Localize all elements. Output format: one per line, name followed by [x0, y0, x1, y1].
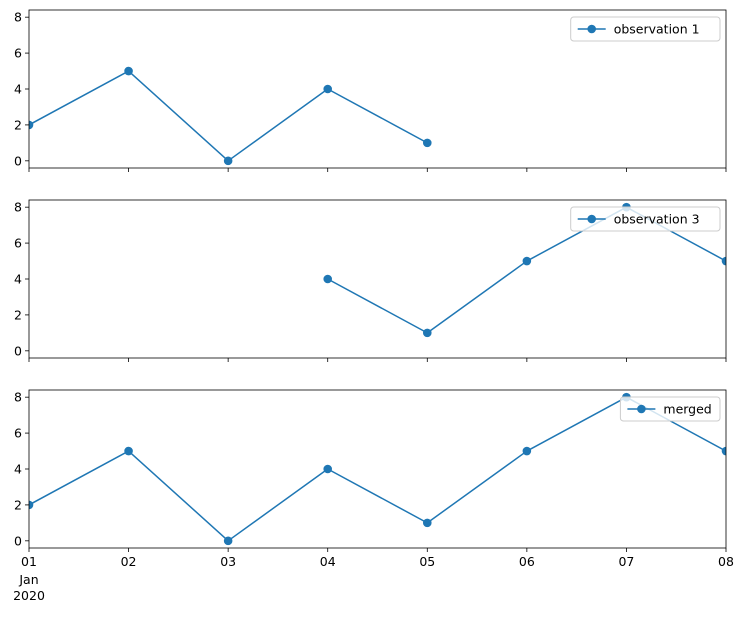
legend-label: observation 1: [614, 22, 700, 37]
x-tick-label: 08: [718, 554, 734, 569]
data-point: [422, 518, 432, 528]
legend: observation 1: [570, 16, 721, 42]
y-tick-label: 6: [14, 46, 22, 61]
data-point: [323, 274, 333, 284]
data-point: [124, 446, 133, 456]
y-tick-label: 0: [14, 533, 22, 548]
data-point: [223, 536, 233, 546]
x-tick-sublabel: 2020: [13, 588, 45, 603]
legend-box: [570, 16, 721, 42]
data-point: [29, 120, 34, 130]
y-tick-label: 2: [14, 307, 22, 322]
plot-area: [29, 66, 432, 166]
data-point: [323, 84, 333, 94]
data-point: [223, 156, 233, 166]
series-line: [29, 396, 726, 542]
axes-frame: [28, 389, 727, 549]
x-tick-label: 03: [220, 554, 236, 569]
axes-frame: [28, 9, 727, 169]
series-line: [29, 70, 428, 162]
legend-marker: [587, 24, 596, 34]
data-point: [721, 446, 726, 456]
x-tick-sublabel: Jan: [18, 572, 38, 587]
legend-box: [619, 396, 721, 422]
data-point: [323, 464, 333, 474]
data-point: [522, 256, 532, 266]
data-point: [522, 446, 532, 456]
x-tick-label: 01: [21, 554, 37, 569]
y-tick-label: 8: [14, 390, 22, 405]
y-tick-label: 6: [14, 426, 22, 441]
legend-label: observation 3: [614, 212, 700, 227]
data-point: [422, 328, 432, 338]
y-tick-label: 2: [14, 117, 22, 132]
legend: merged: [619, 396, 721, 422]
legend: observation 3: [570, 206, 721, 232]
data-point: [124, 66, 133, 76]
legend-marker: [587, 214, 596, 224]
subplot-2: 0 2 4 6 8 observation 3: [14, 199, 727, 362]
y-tick-label: 6: [14, 236, 22, 251]
x-tick-label: 02: [121, 554, 137, 569]
axes-frame: [28, 199, 727, 359]
legend-label: merged: [663, 402, 711, 417]
data-point: [422, 138, 432, 148]
x-tick-label: 07: [618, 554, 634, 569]
y-tick-label: 2: [14, 497, 22, 512]
x-tick-label: 04: [320, 554, 336, 569]
legend-box: [570, 206, 721, 232]
x-tick-label: 05: [419, 554, 435, 569]
y-tick-label: 0: [14, 153, 22, 168]
y-tick-label: 0: [14, 343, 22, 358]
y-tick-label: 8: [14, 200, 22, 215]
legend-marker: [637, 404, 646, 414]
y-tick-label: 4: [14, 272, 22, 287]
data-point: [721, 256, 726, 266]
y-tick-label: 4: [14, 82, 22, 97]
y-tick-label: 8: [14, 10, 22, 25]
x-tick-label: 06: [519, 554, 535, 569]
plot-area: [29, 392, 726, 546]
subplot-1: 0 2 4 6 8 observation 1: [14, 9, 727, 172]
data-point: [29, 500, 34, 510]
y-tick-label: 4: [14, 462, 22, 477]
